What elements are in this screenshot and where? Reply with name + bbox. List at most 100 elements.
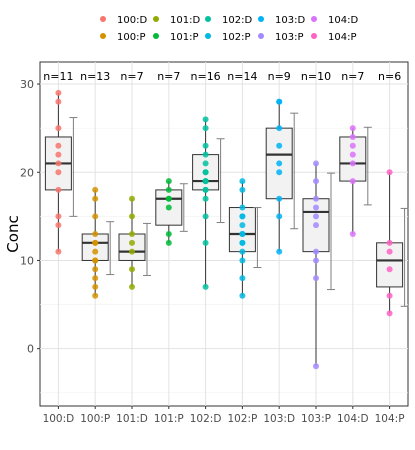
data-point	[313, 204, 319, 211]
legend-label: 102:P	[222, 32, 251, 43]
data-point	[276, 248, 283, 255]
n-label: n=9	[268, 70, 291, 83]
box	[81, 233, 109, 261]
legend: 100:D 101:D 102:D 103:D 104:D 100:P 101:P 102:P…	[100, 15, 358, 43]
y-tick-label: 30	[20, 78, 34, 91]
data-point	[55, 186, 62, 193]
data-point	[239, 204, 246, 211]
x-tick-label: 104:D	[337, 413, 369, 425]
data-point	[55, 169, 62, 176]
data-point	[55, 160, 62, 167]
data-point	[349, 142, 356, 149]
data-point	[313, 275, 319, 282]
legend-key	[258, 16, 264, 22]
data-point	[313, 257, 319, 264]
y-tick-label: 10	[20, 254, 34, 267]
data-point	[55, 142, 62, 149]
data-point	[129, 195, 135, 202]
x-tick-label: 100:P	[80, 413, 110, 425]
data-point	[239, 275, 246, 282]
data-point	[239, 186, 246, 193]
data-point	[202, 116, 209, 123]
data-point	[202, 169, 209, 176]
data-point	[55, 89, 62, 96]
data-point	[276, 213, 283, 220]
legend-key	[100, 33, 106, 39]
legend-key	[258, 33, 264, 39]
data-point	[276, 125, 283, 132]
data-point	[92, 292, 99, 299]
data-point	[202, 151, 209, 158]
data-point	[129, 239, 135, 246]
data-point	[165, 239, 172, 246]
x-tick-label: 100:D	[43, 413, 75, 425]
data-point	[386, 239, 393, 246]
legend-label: 100:D	[117, 15, 147, 26]
data-point	[92, 213, 99, 220]
data-point	[129, 283, 135, 290]
data-point	[202, 283, 209, 290]
data-point	[386, 169, 393, 176]
x-tick-label: 102:P	[227, 413, 257, 425]
data-point	[239, 292, 246, 299]
data-point	[202, 186, 209, 193]
x-tick-label: 104:P	[375, 413, 405, 425]
legend-label: 102:D	[222, 15, 252, 26]
data-point	[165, 231, 172, 237]
data-point	[55, 222, 62, 229]
n-label: n=7	[157, 70, 180, 83]
legend-label: 103:P	[275, 32, 304, 43]
data-point	[202, 125, 209, 132]
data-point	[165, 204, 172, 211]
x-axis: 100:D 100:P 101:D 101:P 102:D 102:P 103:D 103:P…	[43, 406, 405, 425]
data-point	[92, 239, 99, 246]
legend-key	[100, 16, 106, 22]
data-point	[313, 178, 319, 185]
data-point	[129, 213, 135, 220]
data-point	[313, 363, 319, 370]
data-point	[239, 213, 246, 220]
data-point	[239, 257, 246, 264]
n-label: n=16	[191, 70, 221, 83]
data-point	[276, 98, 283, 105]
legend-key	[153, 33, 159, 39]
data-point	[55, 213, 62, 220]
y-axis: 0 10 20 30	[20, 78, 40, 356]
data-point	[313, 160, 319, 167]
data-point	[349, 160, 356, 167]
data-point	[92, 195, 99, 202]
data-point	[92, 275, 99, 282]
n-label: n=10	[301, 70, 331, 83]
data-point	[276, 142, 283, 149]
data-point	[165, 195, 172, 202]
n-label: n=6	[378, 70, 401, 83]
data-point	[239, 231, 246, 237]
data-point	[92, 248, 99, 255]
data-point	[386, 310, 393, 317]
data-point	[313, 248, 319, 255]
data-point	[165, 186, 172, 193]
legend-label: 101:D	[170, 15, 200, 26]
data-point	[55, 98, 62, 105]
data-point	[55, 151, 62, 158]
data-point	[386, 266, 393, 273]
data-point	[313, 195, 319, 202]
data-point	[202, 239, 209, 246]
legend-label: 103:D	[275, 15, 305, 26]
data-point	[202, 160, 209, 167]
x-tick-label: 101:D	[116, 413, 148, 425]
data-point	[239, 222, 246, 229]
data-point	[349, 231, 356, 237]
data-point	[349, 178, 356, 185]
n-labels: n=11 n=13 n=7 n=7 n=16 n=14 n=9 n=10 n=7 n=6	[43, 70, 401, 83]
data-point	[202, 213, 209, 220]
y-axis-label: Conc	[4, 215, 22, 252]
error-bars	[69, 112, 409, 307]
x-tick-label: 103:D	[263, 413, 295, 425]
legend-key	[205, 16, 211, 22]
legend-key	[311, 16, 317, 22]
data-point	[55, 125, 62, 132]
data-point	[92, 266, 99, 273]
data-point	[129, 266, 135, 273]
